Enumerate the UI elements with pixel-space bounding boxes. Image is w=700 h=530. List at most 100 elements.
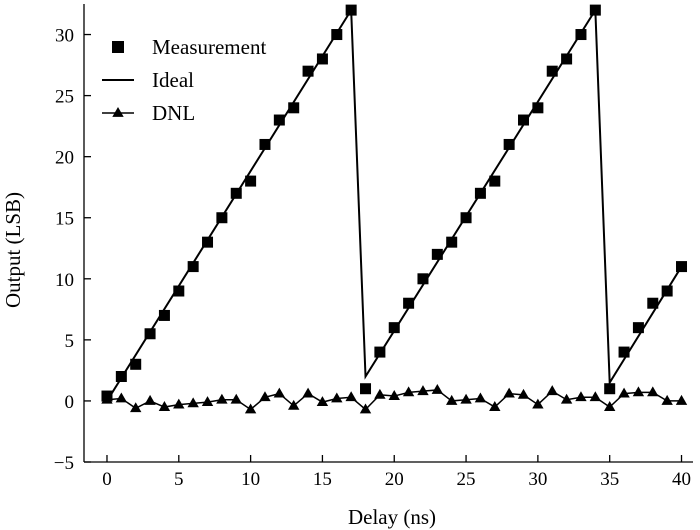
dnl-point [331, 392, 343, 403]
x-axis-title: Delay (ns) [348, 505, 436, 529]
y-tick-label: 20 [55, 148, 74, 169]
dnl-point [431, 383, 444, 394]
dnl-point [201, 396, 214, 407]
dnl-point [359, 403, 372, 414]
y-axis-title: Output (LSB) [1, 192, 25, 308]
measurement-point [130, 358, 142, 370]
measurement-point [503, 138, 515, 150]
measurement-point [345, 4, 357, 16]
x-tick-label: 40 [672, 469, 691, 490]
y-tick-label: 15 [55, 209, 74, 230]
y-tick-label: 0 [65, 392, 75, 413]
axes: 0 5 10 15 20 25 30 35 40 −5 0 5 10 15 20 25 30 [54, 4, 693, 490]
y-tick-label: −5 [54, 453, 74, 474]
measurement-point [302, 65, 314, 77]
dnl-point [445, 394, 458, 405]
dnl-point [589, 391, 602, 402]
dnl-point [288, 399, 300, 410]
measurement-point [316, 53, 328, 65]
measurement-point [331, 29, 343, 41]
measurement-point [575, 29, 587, 41]
measurement-point [101, 390, 113, 402]
measurement-point [403, 297, 415, 309]
dnl-point [532, 398, 544, 409]
measurement-point [446, 236, 458, 248]
measurement-point [288, 102, 300, 114]
measurement-point [532, 102, 544, 114]
dnl-point [316, 396, 329, 407]
dnl-point [187, 397, 199, 408]
x-tick-label: 25 [457, 469, 476, 490]
legend: Measurement Ideal DNL [102, 35, 266, 125]
measurement-point [474, 187, 486, 199]
measurement-point [230, 187, 242, 199]
measurement-point [647, 297, 659, 309]
measurement-point [661, 285, 673, 297]
legend-label: DNL [152, 101, 195, 125]
dnl-point [603, 401, 616, 411]
measurement-point [546, 65, 558, 77]
dnl-point [503, 387, 515, 398]
measurement-point [589, 4, 601, 16]
dnl-point [675, 394, 688, 405]
dnl-point [632, 386, 645, 397]
x-tick-label: 15 [313, 469, 332, 490]
dnl-point [474, 392, 487, 403]
x-tick-label: 0 [102, 469, 112, 490]
dnl-point [402, 386, 415, 397]
measurement-point [431, 248, 443, 260]
legend-label: Measurement [152, 35, 266, 59]
dnl-point [273, 387, 286, 398]
legend-marker-dnl [112, 107, 124, 117]
dnl-point [259, 391, 271, 402]
dnl-point [173, 398, 185, 409]
measurement-point [417, 273, 429, 285]
dnl-point [489, 401, 501, 411]
measurement-point [374, 346, 386, 358]
y-tick-label: 25 [55, 87, 74, 108]
measurement-point [202, 236, 214, 248]
dnl-point [230, 393, 242, 404]
measurement-point [561, 53, 573, 65]
dnl-point [374, 388, 386, 399]
legend-marker-measurement [112, 41, 124, 53]
measurement-point [144, 328, 156, 340]
x-tick-label: 35 [600, 469, 619, 490]
dnl-point [560, 393, 573, 404]
dnl-point [144, 394, 156, 405]
measurement-point [460, 212, 472, 224]
y-tick-label: 10 [55, 270, 74, 291]
dnl-point [388, 390, 400, 400]
dnl-point [115, 392, 128, 403]
measurement-point [518, 114, 530, 126]
measurement-point [273, 114, 285, 126]
plot-area [101, 4, 688, 414]
dnl-point [244, 403, 257, 414]
dnl-point [460, 393, 472, 404]
dnl-point [130, 402, 142, 413]
measurement-point [115, 371, 127, 383]
x-tick-label: 20 [385, 469, 404, 490]
measurement-point [158, 309, 170, 321]
measurement-point [187, 261, 199, 273]
x-tick-label: 30 [528, 469, 547, 490]
measurement-point [360, 383, 372, 395]
measurement-point [245, 175, 257, 187]
dnl-point [216, 393, 228, 404]
dnl-point [302, 387, 314, 398]
y-tick-label: 5 [65, 331, 75, 352]
measurement-point [173, 285, 185, 297]
measurement-point [604, 383, 616, 395]
dnl-point [345, 391, 357, 402]
dnl-point [158, 401, 171, 411]
dnl-point [661, 394, 673, 405]
x-tick-label: 5 [174, 469, 184, 490]
dnl-point [546, 385, 558, 396]
y-tick-label: 30 [55, 26, 74, 47]
measurement-point [259, 138, 271, 150]
dnl-point [618, 387, 630, 398]
measurement-point [676, 261, 688, 273]
dnl-point [647, 386, 659, 397]
dnl-point [575, 391, 587, 402]
measurement-point [632, 322, 644, 334]
